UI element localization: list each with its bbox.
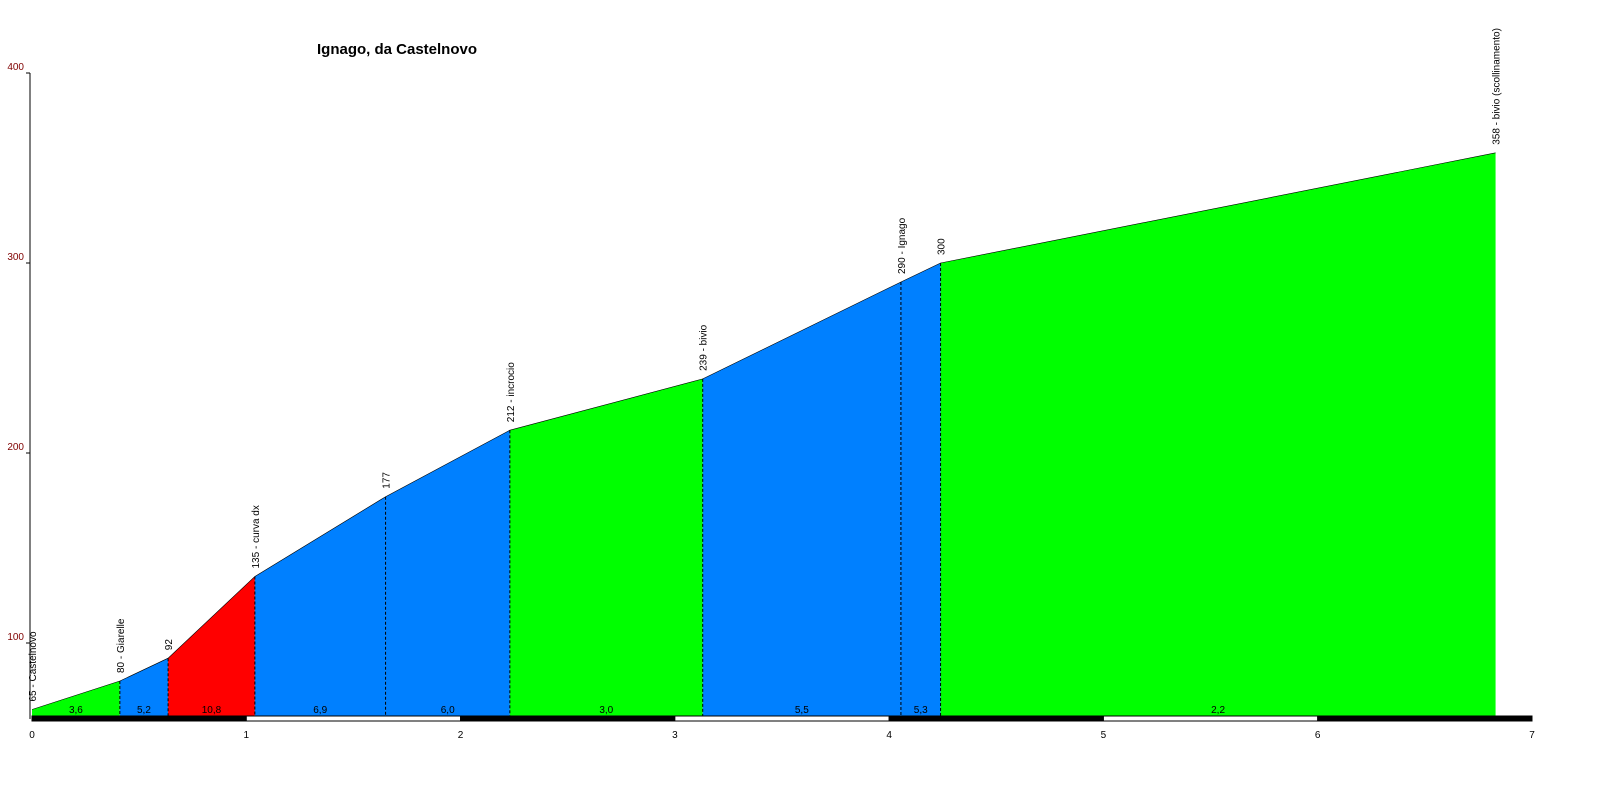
x-tick-label: 6 xyxy=(1315,730,1321,741)
point-label: 92 xyxy=(164,639,175,651)
point-label: 212 - incrocio xyxy=(506,362,517,422)
segment xyxy=(254,496,386,719)
segment xyxy=(509,378,703,719)
y-tick-label: 100 xyxy=(7,632,24,643)
km-bar xyxy=(245,715,462,722)
segment xyxy=(168,576,255,719)
segment xyxy=(32,681,120,719)
profile-line xyxy=(31,152,1496,710)
x-tick-label: 2 xyxy=(458,730,464,741)
point-label: 135 - curva dx xyxy=(251,505,262,568)
point-label: 290 - Ignago xyxy=(897,217,908,274)
point-label: 80 - Giarelle xyxy=(116,618,127,673)
y-tick-label: 400 xyxy=(7,62,24,73)
x-tick-label: 7 xyxy=(1529,730,1535,741)
km-bar xyxy=(460,715,676,722)
y-tick-label: 300 xyxy=(7,252,24,263)
km-bar xyxy=(31,715,247,722)
point-label: 177 xyxy=(382,472,393,489)
km-bar xyxy=(674,715,890,722)
gradient-label: 6,9 xyxy=(313,705,327,716)
gradient-label: 5,5 xyxy=(795,705,809,716)
segment xyxy=(702,282,901,719)
gradient-label: 3,0 xyxy=(599,705,613,716)
chart-title: Ignago, da Castelnovo xyxy=(317,41,477,58)
x-tick-label: 1 xyxy=(244,730,250,741)
km-bar xyxy=(1102,715,1319,722)
point-label: 300 xyxy=(937,238,948,255)
segment xyxy=(940,152,1496,720)
km-bar xyxy=(888,715,1104,722)
x-tick-label: 4 xyxy=(886,730,892,741)
gradient-label: 5,2 xyxy=(137,705,151,716)
gradient-label: 5,3 xyxy=(914,705,928,716)
km-bar xyxy=(1317,715,1533,722)
segment xyxy=(119,658,169,719)
gradient-label: 2,2 xyxy=(1211,705,1225,716)
x-tick-label: 0 xyxy=(29,730,35,741)
x-tick-label: 3 xyxy=(672,730,678,741)
gradient-label: 3,6 xyxy=(69,705,83,716)
point-label: 239 - bivio xyxy=(699,324,710,371)
point-label: 65 - Castelnovo xyxy=(28,631,39,701)
gradient-label: 10,8 xyxy=(202,705,222,716)
gradient-label: 6,0 xyxy=(441,705,455,716)
point-label: 358 - bivio (scollinamento) xyxy=(1492,28,1503,145)
segment xyxy=(385,430,510,719)
segment xyxy=(900,263,941,719)
x-tick-label: 5 xyxy=(1101,730,1107,741)
y-tick-label: 200 xyxy=(7,442,24,453)
